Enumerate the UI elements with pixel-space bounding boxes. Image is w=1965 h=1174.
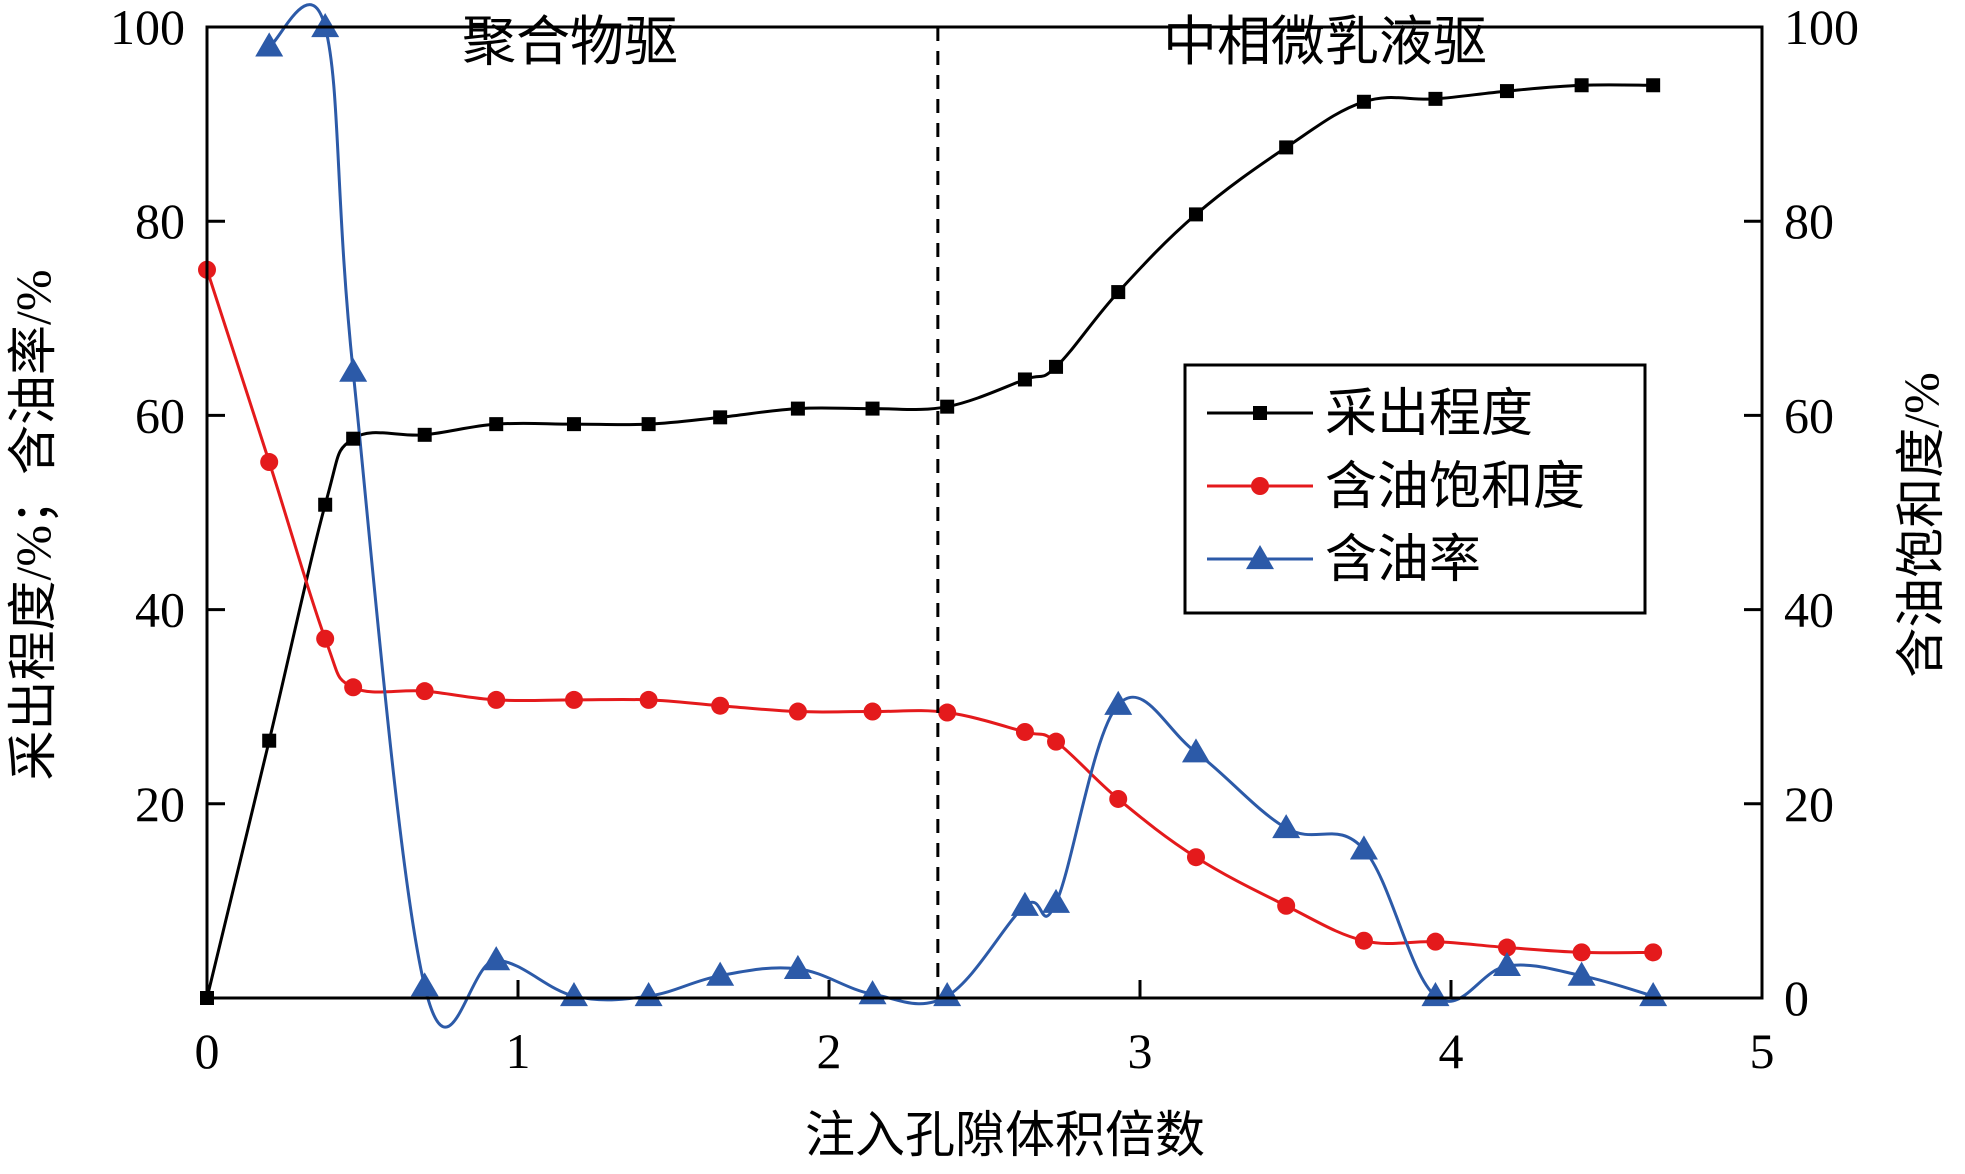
data-point-square bbox=[1279, 140, 1294, 155]
y-left-tick-label: 60 bbox=[135, 387, 185, 443]
plot-frame bbox=[205, 25, 1764, 1000]
x-tick-label: 5 bbox=[1750, 1023, 1775, 1079]
data-point-circle bbox=[1047, 732, 1066, 751]
data-point-square bbox=[566, 417, 581, 432]
data-point-circle bbox=[415, 682, 434, 701]
data-point-square bbox=[790, 401, 805, 416]
data-point-triangle bbox=[1104, 690, 1133, 715]
data-point-square bbox=[865, 401, 880, 416]
data-point-square bbox=[940, 399, 955, 414]
data-point-triangle bbox=[1010, 891, 1039, 916]
x-axis-title: 注入孔隙体积倍数 bbox=[805, 1107, 1205, 1163]
data-point-square bbox=[489, 417, 504, 432]
data-point-triangle bbox=[1181, 738, 1210, 763]
y-right-tick-label: 20 bbox=[1784, 776, 1834, 832]
x-tick-label: 2 bbox=[817, 1023, 842, 1079]
data-point-triangle bbox=[1639, 982, 1668, 1007]
data-point-triangle bbox=[410, 972, 439, 997]
data-point-circle bbox=[1354, 931, 1373, 950]
data-point-circle bbox=[344, 678, 363, 697]
data-point-square bbox=[1428, 91, 1443, 106]
y-right-tick-label: 80 bbox=[1784, 193, 1834, 249]
legend-marker-circle bbox=[1251, 477, 1269, 495]
legend-marker-triangle bbox=[1246, 545, 1274, 570]
data-point-triangle bbox=[1272, 814, 1301, 839]
legend-label: 含油率 bbox=[1325, 532, 1481, 589]
y-right-tick-label: 60 bbox=[1784, 387, 1834, 443]
plot-markers bbox=[198, 13, 1668, 1007]
data-point-circle bbox=[938, 703, 957, 722]
legend-label: 含油饱和度 bbox=[1325, 459, 1585, 516]
data-point-square bbox=[1188, 207, 1203, 222]
data-point-circle bbox=[639, 690, 658, 709]
data-point-circle bbox=[1015, 722, 1034, 741]
data-point-circle bbox=[1426, 932, 1445, 951]
data-point-square bbox=[713, 410, 728, 425]
axes bbox=[205, 25, 1764, 1000]
data-point-square bbox=[1356, 94, 1371, 109]
data-point-square bbox=[1017, 372, 1032, 387]
series-line-2 bbox=[268, 3, 1654, 1029]
data-point-triangle bbox=[1567, 961, 1596, 986]
data-point-square bbox=[641, 417, 656, 432]
data-point-circle bbox=[564, 690, 583, 709]
data-point-circle bbox=[1109, 789, 1128, 808]
data-point-triangle bbox=[559, 982, 588, 1007]
data-point-square bbox=[1574, 78, 1589, 93]
data-point-circle bbox=[316, 629, 335, 648]
y-axis-title-right: 含油饱和度/% bbox=[1893, 372, 1949, 678]
data-point-circle bbox=[863, 702, 882, 721]
y-left-tick-label: 100 bbox=[110, 0, 185, 55]
legend-marker-square bbox=[1253, 406, 1267, 420]
data-point-square bbox=[318, 497, 333, 512]
data-point-triangle bbox=[339, 357, 368, 382]
region-label-microemulsion: 中相微乳液驱 bbox=[1163, 12, 1487, 72]
ticks: 0 1 2 3 4 5 20 40 60 80 100 0 20 40 60 80 100 bbox=[110, 0, 1859, 1079]
data-point-circle bbox=[260, 453, 279, 472]
data-point-circle bbox=[1497, 938, 1516, 957]
data-point-circle bbox=[1572, 943, 1591, 962]
x-tick-label: 4 bbox=[1439, 1023, 1464, 1079]
data-point-square bbox=[346, 431, 361, 446]
x-tick-label: 1 bbox=[506, 1023, 531, 1079]
data-point-square bbox=[417, 427, 432, 442]
legend-label: 采出程度 bbox=[1325, 386, 1533, 443]
x-tick-label: 3 bbox=[1128, 1023, 1153, 1079]
data-point-triangle bbox=[311, 13, 340, 38]
data-point-circle bbox=[1186, 848, 1205, 867]
data-point-circle bbox=[487, 690, 506, 709]
y-right-tick-label: 0 bbox=[1784, 970, 1809, 1026]
y-axis-title-left: 采出程度/%；含油率/% bbox=[5, 269, 61, 780]
data-point-triangle bbox=[1421, 982, 1450, 1007]
data-point-triangle bbox=[1349, 835, 1378, 860]
data-point-triangle bbox=[482, 946, 511, 971]
data-point-square bbox=[1499, 84, 1514, 99]
data-point-triangle bbox=[783, 954, 812, 979]
data-point-circle bbox=[788, 702, 807, 721]
data-point-circle bbox=[711, 696, 730, 715]
data-point-square bbox=[1111, 285, 1126, 300]
data-point-square bbox=[1646, 78, 1661, 93]
data-point-circle bbox=[1644, 943, 1663, 962]
data-point-triangle bbox=[1492, 951, 1521, 977]
data-point-triangle bbox=[255, 32, 284, 57]
y-left-tick-label: 80 bbox=[135, 193, 185, 249]
data-point-circle bbox=[1277, 896, 1296, 915]
data-point-triangle bbox=[1042, 888, 1071, 913]
x-tick-label: 0 bbox=[195, 1023, 220, 1079]
data-point-triangle bbox=[634, 982, 663, 1007]
data-point-square bbox=[262, 733, 277, 748]
data-point-triangle bbox=[933, 982, 962, 1007]
region-label-polymer: 聚合物驱 bbox=[462, 12, 678, 72]
y-right-tick-label: 40 bbox=[1784, 582, 1834, 638]
y-left-tick-label: 40 bbox=[135, 582, 185, 638]
data-point-square bbox=[1049, 359, 1064, 374]
y-left-tick-label: 20 bbox=[135, 776, 185, 832]
y-right-tick-label: 100 bbox=[1784, 0, 1859, 55]
data-point-triangle bbox=[706, 961, 735, 986]
